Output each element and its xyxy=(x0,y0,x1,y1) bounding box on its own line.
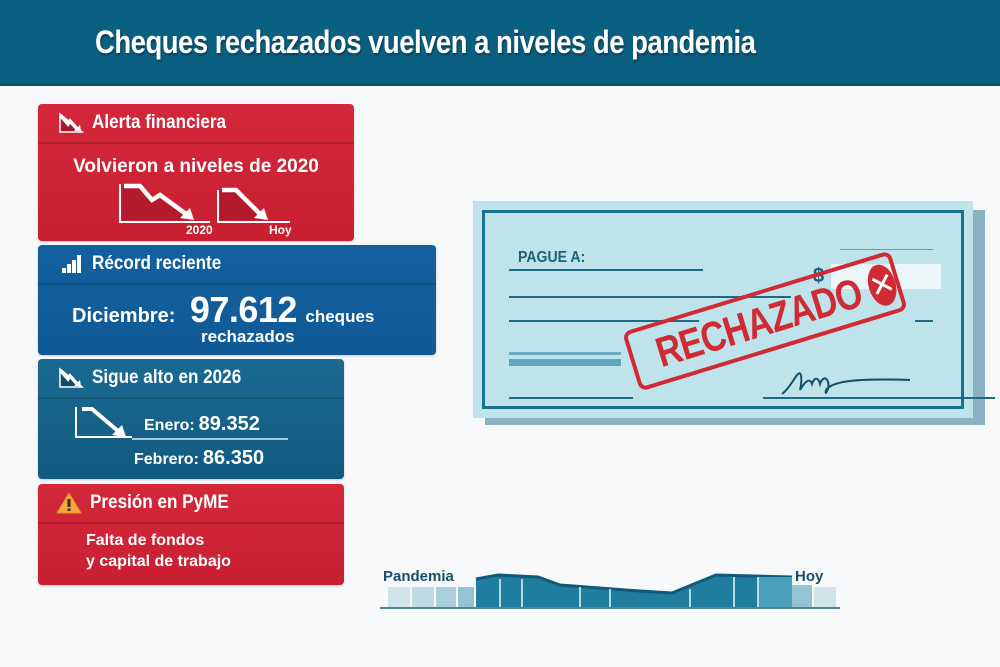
timeline-label-left: Pandemia xyxy=(383,568,454,585)
card-title: Presión en PyME xyxy=(90,492,229,513)
row-label: Enero: xyxy=(144,417,195,434)
page-title: Cheques rechazados vuelven a niveles de … xyxy=(95,24,756,60)
mini-trend-chart xyxy=(75,407,288,440)
cheque-line xyxy=(509,320,699,322)
record-line: Diciembre: 97.612 cheques xyxy=(72,289,374,331)
warning-icon xyxy=(56,492,82,514)
cheque-line xyxy=(840,249,933,250)
signature xyxy=(781,372,911,395)
mini-label-hoy: Hoy xyxy=(269,223,292,237)
row-febrero: Febrero: 86.350 xyxy=(134,447,264,470)
signature-line xyxy=(763,397,995,399)
mini-trend-chart xyxy=(119,183,290,223)
record-unit-2: rechazados xyxy=(201,327,295,346)
record-unit: cheques xyxy=(305,307,375,326)
card-subtitle: Volvieron a niveles de 2020 xyxy=(73,156,319,177)
cheque-line xyxy=(509,296,791,298)
header-banner: Cheques rechazados vuelven a niveles de … xyxy=(0,0,1000,86)
record-value: 97.612 xyxy=(189,289,298,330)
cheque-line xyxy=(509,352,621,355)
row-value: 86.350 xyxy=(202,447,265,469)
row-value: 89.352 xyxy=(198,413,260,435)
row-label: Febrero: xyxy=(134,451,199,468)
trend-down-icon xyxy=(59,112,84,133)
card-header: Sigue alto en 2026 xyxy=(38,359,344,399)
card-title: Alerta financiera xyxy=(92,112,227,133)
card-alerta-financiera: Alerta financiera Volvieron a niveles de… xyxy=(38,104,354,241)
timeline-chart xyxy=(380,573,840,609)
card-title: Sigue alto en 2026 xyxy=(92,367,242,388)
card-body: Falta de fondos y capital de trabajo xyxy=(86,530,231,572)
trend-down-icon xyxy=(59,367,84,388)
cheque-bar xyxy=(509,359,621,366)
body-line-1: Falta de fondos xyxy=(86,532,205,549)
card-sigue-alto: Sigue alto en 2026 Enero: 89.352 Febrero:… xyxy=(38,359,344,479)
card-title: Récord reciente xyxy=(92,253,222,274)
bar-chart-icon xyxy=(62,255,81,273)
row-enero: Enero: 89.352 xyxy=(144,413,260,436)
card-header: Alerta financiera xyxy=(38,104,354,144)
record-label: Diciembre: xyxy=(72,305,176,327)
cheque-line xyxy=(509,397,633,399)
mini-label-2020: 2020 xyxy=(186,223,213,237)
pay-to-label: PAGUE A: xyxy=(518,249,586,266)
close-circle-icon: ✕ xyxy=(863,261,902,310)
card-presion-pyme: Presión en PyME Falta de fondos y capita… xyxy=(38,484,344,585)
pay-to-line xyxy=(509,269,703,271)
currency-symbol: $ xyxy=(813,265,825,287)
timeline-label-right: Hoy xyxy=(795,568,824,585)
cheque-illustration: PAGUE A: $ xyxy=(473,201,995,418)
card-record-reciente: Récord reciente Diciembre: 97.612 cheque… xyxy=(38,245,436,355)
card-header: Récord reciente xyxy=(38,245,436,285)
card-header: Presión en PyME xyxy=(38,484,344,524)
body-line-2: y capital de trabajo xyxy=(86,553,231,570)
cheque-line xyxy=(915,320,933,322)
